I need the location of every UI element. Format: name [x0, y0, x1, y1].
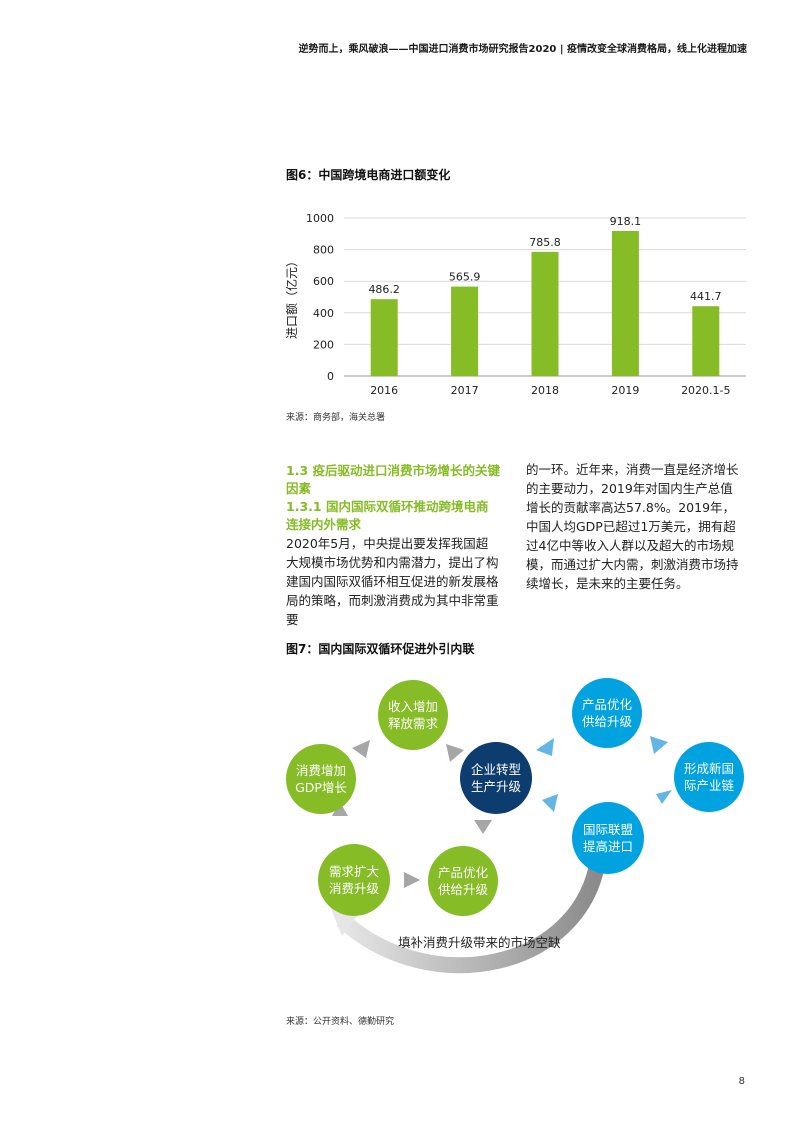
data-label: 441.7	[690, 290, 722, 303]
arrow-blue-icon	[656, 790, 672, 804]
y-tick-label: 200	[313, 338, 334, 351]
subsection-heading: 1.3.1 国内国际双循环推动跨境电商连接内外需求	[286, 499, 489, 532]
data-label: 785.8	[529, 236, 561, 249]
node-demand-upgrade: 需求扩大 消费升级	[318, 844, 390, 916]
y-tick-label: 400	[313, 307, 334, 320]
node-consumption-gdp: 消费增加 GDP增长	[286, 744, 356, 814]
left-column: 1.3 疫后驱动进口消费市场增长的关键因素 1.3.1 国内国际双循环推动跨境电…	[286, 462, 500, 629]
figure6-source: 来源：商务部，海关总署	[286, 413, 386, 423]
data-label: 565.9	[449, 271, 481, 284]
arrow-gray-icon	[352, 740, 370, 758]
node-alliance-import: 国际联盟 提高进口	[572, 802, 644, 874]
x-tick-label: 2019	[611, 384, 639, 397]
bar	[451, 286, 479, 376]
paragraph-right: 的一环。近年来，消费一直是经济增长的主要动力，2019年对国内生产总值增长的贡献…	[526, 462, 739, 591]
data-label: 918.1	[610, 215, 642, 228]
section-heading: 1.3 疫后驱动进口消费市场增长的关键因素	[286, 463, 500, 496]
data-label: 486.2	[368, 283, 400, 296]
bar	[531, 251, 559, 376]
y-axis-label: 进口额（亿元）	[284, 255, 299, 339]
y-tick-label: 800	[313, 244, 334, 257]
node-product-right: 产品优化 供给升级	[572, 678, 642, 748]
bar	[692, 306, 720, 376]
x-tick-label: 2016	[370, 384, 398, 397]
y-tick-label: 600	[313, 275, 334, 288]
import-bar-chart: 0 200 400 600 800 1000 486.2 2016 565.9 2017 785.8…	[284, 212, 746, 397]
paragraph-left: 2020年5月，中央提出要发挥我国超大规模市场优势和内需潜力，提出了构建国内国际…	[286, 536, 499, 627]
x-tick-label: 2020.1-5	[681, 384, 730, 397]
node-industry-chain: 形成新国 际产业链	[674, 742, 744, 812]
return-arc	[336, 858, 606, 974]
figure6-title: 图6：中国跨境电商进口额变化	[286, 168, 451, 182]
arrow-gray-icon	[332, 802, 348, 816]
y-tick-label: 1000	[306, 212, 334, 225]
diagram-arrows	[330, 736, 672, 974]
page-number: 8	[738, 1076, 745, 1087]
bar	[611, 230, 639, 376]
node-product-left: 产品优化 供给升级	[428, 846, 498, 916]
dual-circulation-diagram: 收入增加 释放需求 消费增加 GDP增长 需求扩大 消费升级 产品优化 供给升级…	[280, 670, 750, 1010]
x-tick-label: 2018	[531, 384, 559, 397]
arrow-blue-icon	[650, 736, 668, 754]
arrow-gray-icon	[404, 872, 420, 888]
y-tick-label: 0	[327, 370, 334, 383]
arrow-blue-icon	[536, 738, 554, 756]
node-income-demand: 收入增加 释放需求	[378, 680, 448, 750]
node-enterprise-upgrade: 企业转型 生产升级	[460, 742, 532, 814]
arrow-gray-icon	[474, 820, 492, 834]
figure7-title: 图7：国内国际双循环促进外引内联	[286, 642, 475, 656]
bar	[370, 299, 398, 376]
running-header: 逆势而上，乘风破浪——中国进口消费市场研究报告2020 | 疫情改变全球消费格局…	[298, 44, 747, 55]
figure7-source: 来源：公开资料、德勤研究	[286, 1017, 395, 1027]
arrow-gray-icon	[446, 744, 464, 762]
arc-label: 填补消费升级带来的市场空缺	[398, 935, 561, 950]
arrow-blue-icon	[542, 794, 558, 812]
x-tick-label: 2017	[451, 384, 479, 397]
